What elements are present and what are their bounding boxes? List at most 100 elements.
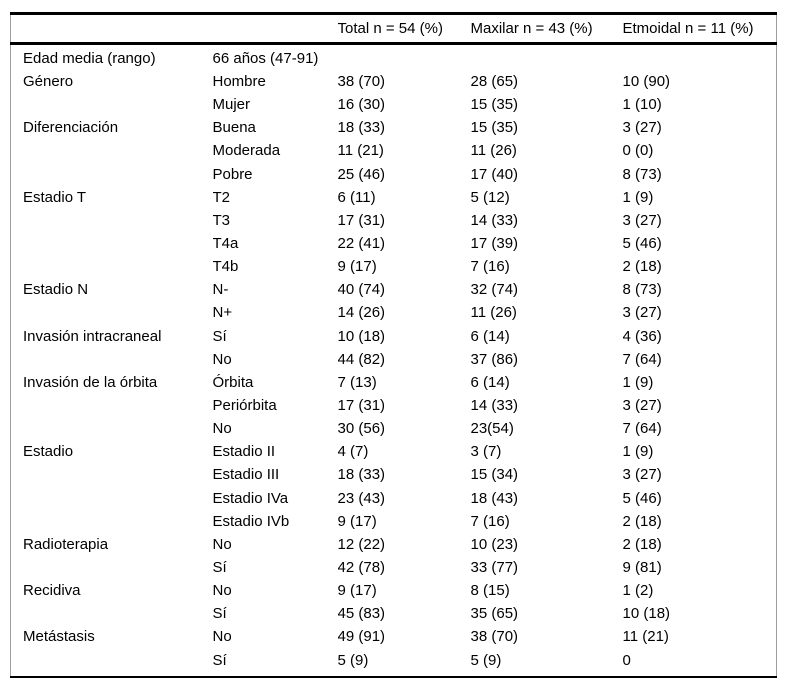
cell-etmoidal: 2 (18) — [622, 512, 662, 530]
cell-total: 17 (31) — [337, 397, 386, 415]
cell-total: 4 (7) — [337, 443, 369, 461]
table-row: Sí 42 (78) 33 (77) 9 (81) — [11, 556, 777, 579]
cell-etmoidal: 4 (36) — [622, 327, 662, 345]
cell-subcategory: Sí — [212, 327, 227, 345]
cell-etmoidal: 1 (9) — [622, 373, 654, 391]
cell-total: 40 (74) — [337, 281, 386, 299]
cell-subcategory: No — [212, 582, 232, 600]
table-row: Moderada 11 (21) 11 (26) 0 (0) — [11, 139, 777, 162]
cell-category — [11, 209, 213, 232]
table-row: Estadio Estadio II 4 (7) 3 (7) 1 (9) — [11, 440, 777, 463]
cell-etmoidal: 8 (73) — [622, 165, 662, 183]
column-header-etmoidal: Etmoidal n = 11 (%) — [622, 13, 777, 45]
cell-maxilar — [471, 44, 623, 71]
cell-maxilar: 7 (16) — [470, 258, 510, 276]
cell-total: 44 (82) — [337, 350, 386, 368]
cell-etmoidal — [623, 44, 777, 71]
cell-etmoidal: 9 (81) — [622, 559, 662, 577]
cell-etmoidal: 10 (18) — [622, 605, 671, 623]
table-row: N+ 14 (26) 11 (26) 3 (27) — [11, 301, 777, 324]
cell-maxilar: 14 (33) — [470, 397, 519, 415]
table-row: Diferenciación Buena 18 (33) 15 (35) 3 (27) — [11, 116, 777, 139]
cell-etmoidal: 1 (9) — [622, 188, 654, 206]
table-row: T3 17 (31) 14 (33) 3 (27) — [11, 209, 777, 232]
table-row: No 44 (82) 37 (86) 7 (64) — [11, 348, 777, 371]
cell-total: 38 (70) — [337, 73, 386, 91]
table-row: No 30 (56) 23(54) 7 (64) — [11, 417, 777, 440]
cell-category — [11, 649, 213, 677]
cell-category: Género — [23, 73, 74, 91]
clinical-characteristics-table: Total n = 54 (%) Maxilar n = 43 (%) Etmo… — [10, 12, 777, 678]
cell-maxilar: 15 (35) — [470, 96, 519, 114]
table-row: Periórbita 17 (31) 14 (33) 3 (27) — [11, 394, 777, 417]
cell-subcategory: Estadio III — [212, 466, 280, 484]
cell-maxilar: 5 (12) — [470, 188, 510, 206]
table-row: Sí 5 (9) 5 (9) 0 — [11, 649, 777, 677]
cell-category: Invasión de la órbita — [23, 373, 158, 391]
cell-category — [11, 301, 213, 324]
cell-maxilar: 35 (65) — [470, 605, 519, 623]
cell-category — [11, 556, 213, 579]
cell-maxilar: 3 (7) — [470, 443, 502, 461]
cell-etmoidal: 8 (73) — [622, 281, 662, 299]
cell-etmoidal: 5 (46) — [622, 235, 662, 253]
cell-category — [11, 348, 213, 371]
cell-total: 18 (33) — [337, 466, 386, 484]
cell-subcategory: Buena — [212, 119, 256, 137]
cell-category — [11, 602, 213, 625]
cell-subcategory: Estadio IVb — [212, 512, 290, 530]
cell-category: Recidiva — [23, 582, 81, 600]
cell-total: 11 (21) — [337, 142, 384, 160]
cell-subcategory: T3 — [212, 211, 231, 229]
cell-subcategory: Pobre — [212, 165, 253, 183]
cell-category — [11, 139, 213, 162]
cell-subcategory: T2 — [212, 188, 231, 206]
cell-category — [11, 255, 213, 278]
cell-maxilar: 6 (14) — [470, 373, 510, 391]
cell-total: 22 (41) — [337, 235, 386, 253]
column-header-maxilar: Maxilar n = 43 (%) — [470, 13, 623, 45]
cell-etmoidal: 0 (0) — [622, 142, 654, 160]
cell-maxilar: 28 (65) — [470, 73, 519, 91]
cell-etmoidal: 1 (9) — [622, 443, 654, 461]
cell-category: Estadio — [23, 443, 74, 461]
cell-maxilar: 23(54) — [470, 420, 514, 438]
cell-maxilar: 7 (16) — [470, 512, 510, 530]
cell-etmoidal: 3 (27) — [622, 304, 662, 322]
cell-subcategory: 66 años (47-91) — [212, 50, 319, 67]
cell-maxilar: 14 (33) — [470, 211, 519, 229]
cell-maxilar: 6 (14) — [470, 327, 510, 345]
cell-maxilar: 15 (35) — [470, 119, 519, 137]
cell-subcategory: Sí — [212, 605, 227, 623]
cell-category — [11, 417, 213, 440]
cell-category — [11, 93, 213, 116]
cell-subcategory: No — [212, 420, 232, 438]
cell-etmoidal: 11 (21) — [622, 628, 669, 646]
cell-etmoidal: 3 (27) — [622, 211, 662, 229]
cell-category: Edad media (rango) — [23, 50, 156, 67]
cell-total — [338, 44, 471, 71]
header-row: Total n = 54 (%) Maxilar n = 43 (%) Etmo… — [10, 13, 777, 45]
cell-total: 25 (46) — [337, 165, 386, 183]
cell-maxilar: 33 (77) — [470, 559, 519, 577]
table-row: T4b 9 (17) 7 (16) 2 (18) — [11, 255, 777, 278]
table-row: Estadio III 18 (33) 15 (34) 3 (27) — [11, 463, 777, 486]
cell-category — [11, 232, 213, 255]
cell-etmoidal: 7 (64) — [622, 420, 662, 438]
column-header-total: Total n = 54 (%) — [337, 13, 471, 45]
cell-maxilar: 37 (86) — [470, 350, 519, 368]
cell-total: 12 (22) — [337, 535, 386, 553]
cell-etmoidal: 2 (18) — [622, 258, 662, 276]
cell-etmoidal: 3 (27) — [622, 119, 662, 137]
cell-total: 5 (9) — [337, 651, 369, 669]
cell-total: 30 (56) — [337, 420, 386, 438]
cell-total: 7 (13) — [337, 373, 377, 391]
cell-subcategory: N+ — [212, 304, 233, 322]
cell-etmoidal: 3 (27) — [622, 466, 662, 484]
cell-category: Estadio T — [23, 188, 87, 206]
cell-maxilar: 10 (23) — [470, 535, 519, 553]
table-row: Estadio IVb 9 (17) 7 (16) 2 (18) — [11, 510, 777, 533]
cell-subcategory: Sí — [212, 559, 227, 577]
table-row: Estadio IVa 23 (43) 18 (43) 5 (46) — [11, 487, 777, 510]
table-row: T4a 22 (41) 17 (39) 5 (46) — [11, 232, 777, 255]
